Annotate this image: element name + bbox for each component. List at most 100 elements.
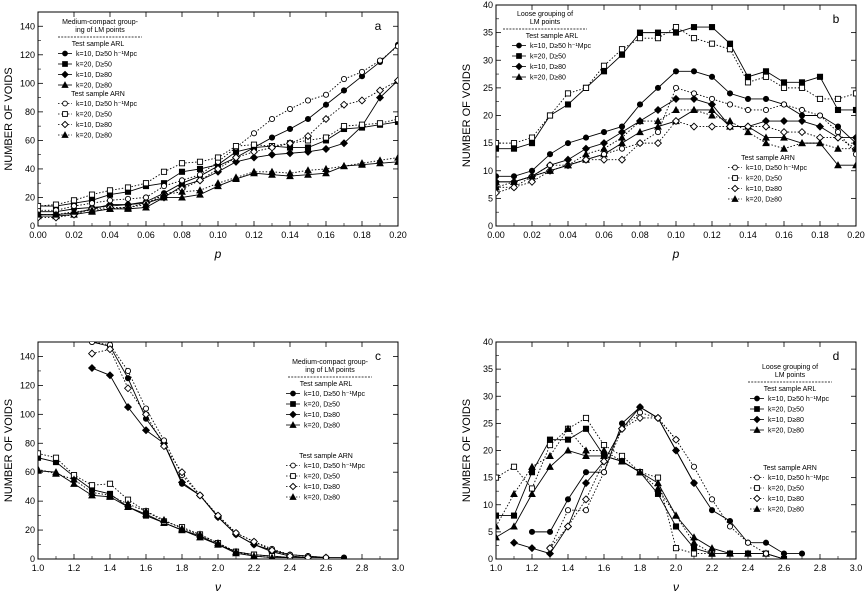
- y-tick-label: 40: [483, 0, 493, 10]
- data-point: [762, 73, 770, 80]
- legend-entry: k=10, D≥50 h⁻¹Mpc: [76, 101, 138, 108]
- data-point: [268, 134, 276, 141]
- data-point: [496, 183, 500, 191]
- data-point: [816, 73, 824, 80]
- data-point: [852, 140, 856, 147]
- data-point: [690, 463, 698, 470]
- x-tick-label: 1.0: [490, 563, 503, 573]
- data-point: [852, 161, 856, 169]
- y-tick-label: 20: [25, 525, 35, 535]
- legend-entry: k=20, D≥50: [304, 474, 340, 481]
- data-point: [231, 528, 241, 537]
- y-tick-label: 30: [483, 55, 493, 65]
- y-tick-label: 25: [483, 83, 493, 93]
- data-point: [672, 24, 680, 31]
- data-point: [654, 474, 662, 481]
- data-point: [690, 68, 698, 75]
- data-point: [376, 156, 384, 164]
- data-point: [653, 139, 663, 148]
- legend-marker: [731, 195, 739, 202]
- legend-marker: [289, 493, 297, 500]
- legend-entry: k=20, D≥80: [304, 495, 340, 502]
- legend-entry: k=20, D≥50: [530, 54, 566, 61]
- data-point: [322, 101, 330, 108]
- data-point: [834, 123, 842, 130]
- data-point: [214, 539, 222, 547]
- data-point: [671, 94, 681, 103]
- data-point: [708, 496, 716, 503]
- legend-marker: [61, 81, 69, 88]
- data-point: [249, 153, 259, 162]
- legend-group-title: Test sample ARL: [526, 33, 579, 40]
- x-tick-label: 2.0: [212, 563, 225, 573]
- data-point: [599, 155, 609, 164]
- data-point: [564, 161, 572, 169]
- data-point: [141, 426, 151, 435]
- data-point: [375, 93, 385, 102]
- x-tick-label: 0.20: [847, 230, 865, 240]
- data-point: [358, 121, 366, 128]
- data-point: [744, 549, 752, 557]
- data-point: [636, 35, 644, 42]
- data-point: [618, 51, 626, 58]
- panel-letter: d: [833, 349, 840, 363]
- legend-entry: k=20, D≥80: [746, 197, 782, 204]
- legend-group-title: Test sample ARN: [71, 91, 125, 98]
- data-point: [214, 154, 222, 161]
- legend-marker: [61, 70, 69, 79]
- data-point: [600, 62, 608, 69]
- data-point: [88, 206, 96, 214]
- data-point: [196, 186, 204, 194]
- data-point: [510, 140, 518, 147]
- data-point: [375, 86, 385, 95]
- data-point: [38, 202, 42, 210]
- data-point: [563, 522, 573, 531]
- data-point: [816, 139, 824, 147]
- legend-marker: [753, 426, 761, 433]
- data-point: [496, 173, 500, 180]
- series-line-5: [38, 452, 291, 559]
- data-point: [528, 489, 536, 497]
- data-point: [798, 79, 806, 86]
- x-tick-label: 0.00: [29, 230, 47, 240]
- y-tick-label: 15: [483, 138, 493, 148]
- data-point: [510, 522, 518, 530]
- data-point: [321, 144, 331, 153]
- data-point: [106, 197, 114, 204]
- data-point: [726, 90, 734, 97]
- legend-entry: k=10, D≥80: [76, 72, 112, 79]
- data-point: [852, 144, 856, 152]
- data-point: [672, 545, 680, 552]
- x-tick-label: 1.8: [634, 563, 647, 573]
- data-point: [232, 547, 240, 555]
- x-tick-label: 1.6: [140, 563, 153, 573]
- y-tick-label: 20: [25, 192, 35, 202]
- legend-entry: k=10, D≥50 h⁻¹Mpc: [768, 396, 830, 403]
- x-tick-label: 0.06: [595, 230, 613, 240]
- data-point: [834, 95, 842, 102]
- data-point: [654, 129, 662, 136]
- data-point: [798, 550, 806, 557]
- legend-entry: k=10, D≥50 h⁻¹Mpc: [746, 165, 808, 172]
- data-point: [304, 115, 312, 123]
- legend-marker: [515, 62, 523, 71]
- data-point: [123, 384, 133, 393]
- legend-marker: [754, 395, 760, 402]
- x-tick-label: 3.0: [392, 563, 405, 573]
- legend-heading: Loose grouping of: [517, 11, 573, 18]
- data-point: [376, 120, 384, 127]
- data-point: [744, 128, 752, 136]
- legend-entry: k=10, D≥80: [746, 186, 782, 193]
- y-tick-label: 40: [25, 496, 35, 506]
- data-point: [546, 462, 554, 470]
- data-point: [124, 184, 132, 191]
- data-point: [546, 451, 554, 459]
- legend-marker: [62, 111, 68, 117]
- data-point: [142, 200, 150, 208]
- data-point: [581, 479, 591, 488]
- data-point: [708, 95, 716, 102]
- legend-heading: Medium-compact group-: [62, 19, 139, 26]
- data-point: [250, 167, 258, 175]
- data-point: [496, 474, 500, 481]
- series-line-0: [532, 406, 802, 555]
